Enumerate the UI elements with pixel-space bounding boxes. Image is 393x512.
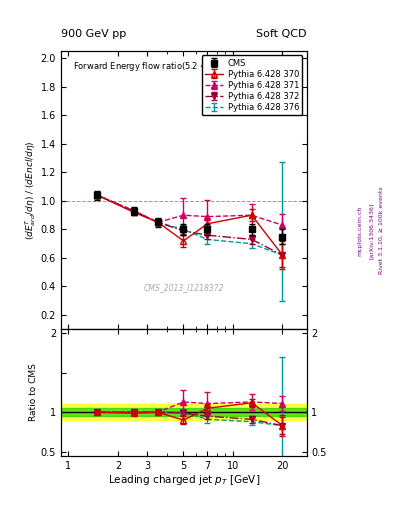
Text: Soft QCD: Soft QCD: [256, 29, 307, 39]
Y-axis label: $(dE^T_{ard}/d\eta)\ /\ (dEncl/d\eta)$: $(dE^T_{ard}/d\eta)\ /\ (dEncl/d\eta)$: [23, 140, 38, 240]
Bar: [61, 404, 307, 420]
Legend: CMS, Pythia 6.428 370, Pythia 6.428 371, Pythia 6.428 372, Pythia 6.428 376: CMS, Pythia 6.428 370, Pythia 6.428 371,…: [202, 55, 302, 115]
Text: [arXiv:1306.3436]: [arXiv:1306.3436]: [369, 202, 374, 259]
X-axis label: Leading charged jet $p_T$ [GeV]: Leading charged jet $p_T$ [GeV]: [108, 473, 260, 487]
Text: Forward Energy flow ratio(5.2 < $|\eta|$ < 6.6, $\eta^{leadjet}$| < 2): Forward Energy flow ratio(5.2 < $|\eta|$…: [73, 59, 303, 74]
Y-axis label: Ratio to CMS: Ratio to CMS: [29, 364, 38, 421]
Text: mcplots.cern.ch: mcplots.cern.ch: [357, 205, 362, 255]
Text: CMS_2013_I1218372: CMS_2013_I1218372: [143, 283, 224, 292]
Text: Rivet 3.1.10, ≥ 100k events: Rivet 3.1.10, ≥ 100k events: [379, 186, 384, 274]
Bar: [61, 408, 307, 416]
Text: 900 GeV pp: 900 GeV pp: [61, 29, 126, 39]
